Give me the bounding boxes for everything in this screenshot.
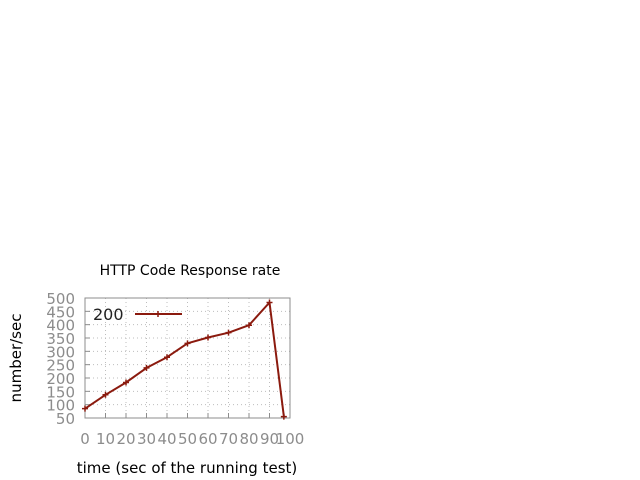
- grid: [85, 298, 290, 418]
- data-point: [225, 329, 232, 336]
- data-point: [266, 299, 273, 306]
- data-point: [164, 354, 170, 361]
- y-axis-title: number/sec: [7, 314, 25, 403]
- data-point: [246, 322, 252, 329]
- chart-title: HTTP Code Response rate: [100, 263, 281, 279]
- x-tick-label: 60: [198, 430, 217, 448]
- data-point: [82, 405, 88, 412]
- x-tick-label: 90: [260, 430, 279, 448]
- y-tick-label: 100: [46, 397, 75, 415]
- x-tick-label: 10: [96, 430, 115, 448]
- x-tick-label: 80: [239, 430, 258, 448]
- y-tick-label: 350: [46, 330, 75, 348]
- y-tick-label: 250: [46, 357, 75, 375]
- x-tick-label: 50: [178, 430, 197, 448]
- x-tick-label: 40: [157, 430, 176, 448]
- x-tick-label: 20: [116, 430, 135, 448]
- y-tick-label: 300: [46, 343, 75, 361]
- legend: 200: [93, 305, 182, 324]
- y-tick-label: 450: [46, 303, 75, 321]
- legend-marker: [155, 311, 161, 317]
- x-tick-label: 70: [219, 430, 238, 448]
- data-point: [280, 413, 287, 420]
- y-tick-label: 500: [46, 290, 75, 308]
- y-tick-label: 150: [46, 383, 75, 401]
- data-point: [123, 379, 129, 386]
- legend-label: 200: [93, 305, 124, 324]
- y-tick-label: 50: [56, 410, 75, 428]
- data-point: [205, 334, 211, 341]
- data-point: [184, 340, 191, 347]
- x-tick-label: 100: [276, 430, 305, 448]
- series: [82, 299, 287, 420]
- y-tick-label: 400: [46, 317, 75, 335]
- data-point: [143, 364, 150, 371]
- data-point: [102, 391, 109, 398]
- x-axis-title: time (sec of the running test): [77, 459, 298, 477]
- y-tick-label: 200: [46, 370, 75, 388]
- x-tick-label: 0: [80, 430, 90, 448]
- x-tick-label: 30: [137, 430, 156, 448]
